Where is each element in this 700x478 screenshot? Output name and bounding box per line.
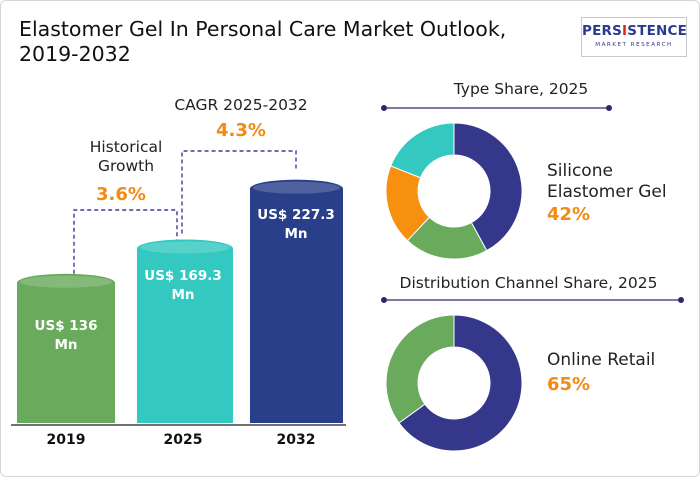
type-donut-slice-3 xyxy=(390,122,455,179)
channel-donut-slice-0 xyxy=(398,314,523,452)
logo-text-highlight: I xyxy=(622,23,628,39)
logo-text-start: PERS xyxy=(582,23,623,39)
logo-text-end: STENCE xyxy=(627,23,688,39)
distribution-share-divider-dot-left xyxy=(381,297,387,303)
bar-2025 xyxy=(137,248,233,423)
type-share-divider-dot-right xyxy=(606,105,612,111)
category-label-2032: 2032 xyxy=(276,432,316,448)
distribution-share-title: Distribution Channel Share, 2025 xyxy=(399,274,658,292)
logo-subtitle: MARKET RESEARCH xyxy=(595,42,673,48)
bar-top-2019 xyxy=(17,273,115,292)
bar-top-2025 xyxy=(137,239,233,258)
bar-2032 xyxy=(250,188,343,423)
bar-value-label-2025: US$ 169.3 Mn xyxy=(144,268,222,303)
bar-2019 xyxy=(17,282,115,423)
channel-highlight-value: 65% xyxy=(547,374,591,395)
page-title: Elastomer Gel In Personal Care Market Ou… xyxy=(19,17,507,66)
channel-donut-slice-1 xyxy=(385,314,455,424)
brand-logo: PERSISTENCE MARKET RESEARCH xyxy=(581,17,687,57)
historical-growth-connector xyxy=(73,209,178,274)
cagr-label: CAGR 2025-2032 xyxy=(174,96,308,114)
cagr-value: 4.3% xyxy=(216,120,266,141)
bar-top-2032 xyxy=(250,179,343,198)
cagr-connector xyxy=(181,150,297,234)
type-donut-slice-0 xyxy=(453,122,523,252)
channel-highlight-label: Online Retail xyxy=(547,350,656,370)
distribution-share-divider-dot-right xyxy=(678,297,684,303)
category-label-2025: 2025 xyxy=(163,432,203,448)
bar-top-highlight-2019 xyxy=(20,275,112,288)
historical-growth-label: Historical Growth xyxy=(89,138,163,175)
type-highlight-value: 42% xyxy=(547,204,591,225)
type-share-title: Type Share, 2025 xyxy=(453,80,589,98)
logo-wordmark: PERSISTENCE xyxy=(582,23,688,39)
type-share-divider-dot-left xyxy=(381,105,387,111)
bar-top-highlight-2032 xyxy=(253,181,340,194)
bar-top-highlight-2025 xyxy=(140,241,230,254)
type-highlight-label: Silicone Elastomer Gel xyxy=(547,161,667,202)
bar-value-label-2032: US$ 227.3 Mn xyxy=(257,207,335,242)
bar-value-label-2019: US$ 136 Mn xyxy=(34,318,98,353)
historical-growth-value: 3.6% xyxy=(96,184,146,205)
category-label-2019: 2019 xyxy=(46,432,86,448)
